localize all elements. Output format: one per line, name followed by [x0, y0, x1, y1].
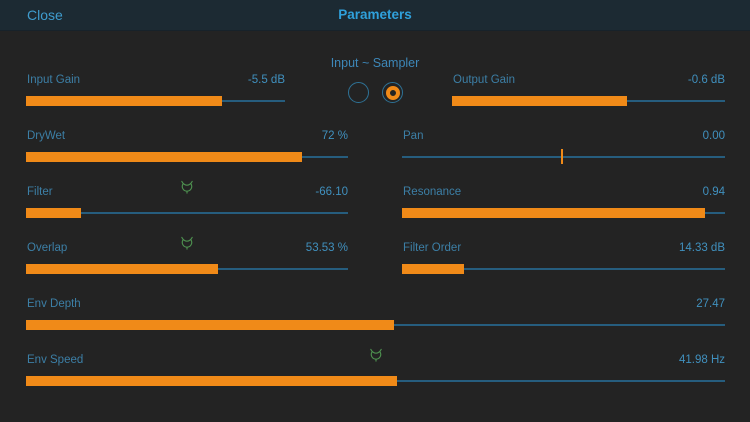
param-value: -0.6 dB: [687, 74, 725, 86]
param-value: 0.00: [702, 130, 725, 142]
param-resonance: Resonance 0.94: [402, 186, 725, 220]
nav-bar: Close Parameters: [0, 0, 750, 31]
slider-fill[interactable]: [26, 264, 218, 274]
slider-fill[interactable]: [402, 264, 465, 274]
param-filter: Filter -66.10: [26, 180, 348, 220]
page-title: Parameters: [338, 7, 412, 22]
slider-track[interactable]: [402, 268, 725, 270]
slider-fill[interactable]: [26, 152, 302, 162]
param-value: -66.10: [315, 186, 348, 198]
param-value: 53.53 %: [305, 242, 348, 254]
pan-center-tick[interactable]: [560, 149, 563, 164]
radio-sampler[interactable]: [382, 82, 403, 103]
param-label: Env Depth: [27, 298, 81, 310]
param-env-depth: Env Depth 27.47: [26, 298, 725, 332]
slider-fill[interactable]: [26, 376, 398, 386]
param-env-speed: Env Speed 41.98 Hz: [26, 348, 725, 388]
radio-sampler-dot: [385, 85, 400, 100]
param-label: Input Gain: [27, 74, 81, 86]
midi-mapping-icon: [367, 347, 384, 364]
slider-fill[interactable]: [402, 208, 705, 218]
param-pan: Pan 0.00: [402, 130, 725, 164]
radio-input-dot: [352, 86, 366, 100]
slider-fill[interactable]: [452, 96, 627, 106]
param-filter-order: Filter Order 14.33 dB: [402, 242, 725, 276]
param-label: Filter Order: [403, 242, 462, 254]
param-value: 27.47: [696, 298, 725, 310]
param-label: Filter: [27, 186, 53, 198]
param-label: Overlap: [27, 242, 68, 254]
midi-mapping-icon: [179, 235, 196, 252]
input-sampler-label: Input ~ Sampler: [330, 56, 420, 70]
param-label: Env Speed: [27, 354, 84, 366]
slider-fill[interactable]: [26, 208, 82, 218]
slider-track[interactable]: [26, 212, 348, 214]
param-label: Pan: [403, 130, 424, 142]
param-output-gain: Output Gain -0.6 dB: [452, 74, 725, 108]
param-value: 72 %: [321, 130, 348, 142]
slider-track[interactable]: [402, 156, 725, 158]
param-value: 14.33 dB: [678, 242, 725, 254]
param-label: DryWet: [27, 130, 66, 142]
slider-fill[interactable]: [26, 96, 223, 106]
close-button[interactable]: Close: [27, 7, 63, 23]
radio-input[interactable]: [348, 82, 369, 103]
param-label: Output Gain: [453, 74, 516, 86]
param-value: 0.94: [702, 186, 725, 198]
input-sampler-radio-group: [348, 82, 403, 103]
param-value: -5.5 dB: [247, 74, 285, 86]
slider-fill[interactable]: [26, 320, 394, 330]
param-value: 41.98 Hz: [678, 354, 725, 366]
param-drywet: DryWet 72 %: [26, 130, 348, 164]
midi-mapping-icon: [179, 179, 196, 196]
param-overlap: Overlap 53.53 %: [26, 236, 348, 276]
param-label: Resonance: [403, 186, 462, 198]
param-input-gain: Input Gain -5.5 dB: [26, 74, 285, 108]
